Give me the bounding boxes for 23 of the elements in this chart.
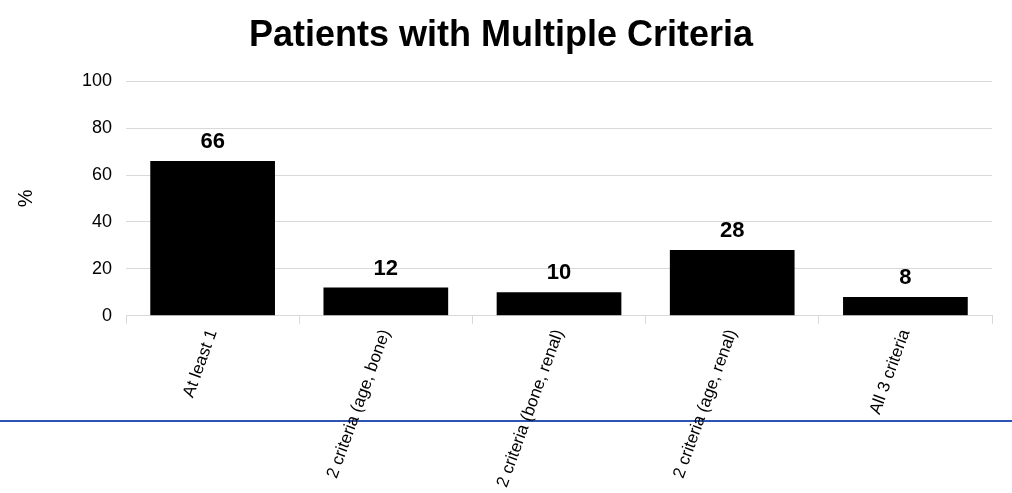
- y-tick-label: 0: [102, 304, 113, 325]
- x-tick-label: 2 criteria (bone, renal): [492, 326, 568, 490]
- y-tick-label: 40: [92, 210, 113, 231]
- data-label: 10: [546, 259, 572, 285]
- y-tick-label: 80: [92, 117, 113, 138]
- bar: [843, 296, 968, 316]
- bar: [150, 160, 275, 316]
- data-label: 28: [719, 217, 745, 243]
- y-tick-label: 20: [92, 257, 113, 278]
- bar: [496, 292, 622, 316]
- x-tick-label: 2 criteria (age, bone): [322, 326, 394, 481]
- y-tick-label: 100: [81, 70, 113, 91]
- y-axis-title: %: [13, 189, 36, 208]
- bar: [323, 287, 449, 316]
- chart-title: Patients with Multiple Criteria: [248, 12, 755, 54]
- x-tick-label: All 3 criteria: [865, 326, 914, 417]
- data-label: 12: [373, 254, 399, 280]
- data-label: 66: [200, 128, 225, 154]
- data-label: 8: [899, 264, 912, 290]
- bar: [669, 250, 795, 316]
- x-tick-label: 2 criteria (age, renal): [668, 326, 741, 481]
- x-tick-label: At least 1: [178, 326, 221, 400]
- y-tick-label: 60: [92, 163, 113, 184]
